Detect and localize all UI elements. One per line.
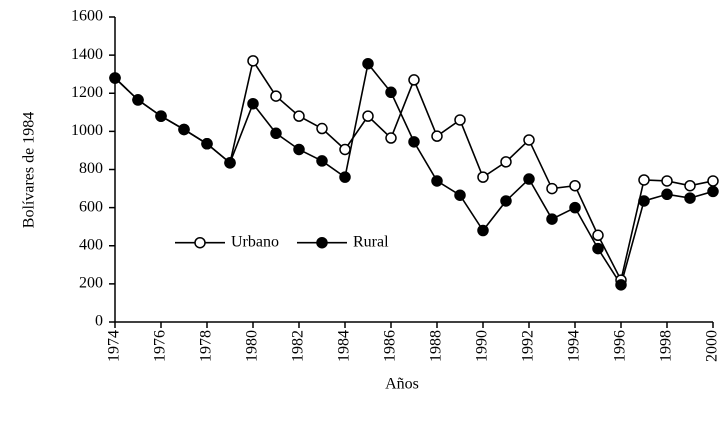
point <box>454 114 466 126</box>
point <box>385 86 397 99</box>
y-tick-label: 1400 <box>71 46 103 63</box>
point <box>546 182 558 195</box>
point <box>500 195 512 207</box>
point <box>385 132 397 144</box>
x-tick-label: 1994 <box>566 330 583 362</box>
y-tick-label: 1600 <box>71 8 103 25</box>
y-tick-label: 600 <box>79 198 103 215</box>
point <box>569 201 581 214</box>
point <box>661 175 673 187</box>
x-axis-label: Años <box>385 376 419 393</box>
point <box>569 179 581 192</box>
point <box>684 192 696 204</box>
point <box>270 90 282 102</box>
point <box>477 171 489 183</box>
point <box>293 143 305 156</box>
y-tick-label: 0 <box>95 313 103 330</box>
point <box>546 213 558 225</box>
point <box>155 110 167 122</box>
point <box>431 175 443 187</box>
point <box>408 136 420 148</box>
point <box>477 224 489 237</box>
point <box>109 72 121 84</box>
point <box>592 229 604 242</box>
point <box>247 55 259 67</box>
point <box>201 138 213 150</box>
x-tick-label: 1990 <box>474 330 491 362</box>
point <box>684 179 696 192</box>
point <box>316 122 328 135</box>
legend-label: Rural <box>353 233 389 250</box>
point <box>500 156 512 168</box>
x-tick-label: 1988 <box>428 330 445 362</box>
point <box>454 189 466 201</box>
point <box>247 97 259 110</box>
point <box>339 171 351 183</box>
point <box>523 173 535 185</box>
point <box>638 174 650 186</box>
point <box>707 175 719 187</box>
y-tick-label: 1200 <box>71 84 103 101</box>
y-tick-label: 400 <box>79 236 103 253</box>
x-tick-label: 1976 <box>152 330 169 362</box>
x-tick-label: 1980 <box>244 330 261 362</box>
point <box>224 157 236 169</box>
x-tick-label: 1974 <box>106 330 123 362</box>
series-line <box>114 61 714 287</box>
point <box>661 188 673 201</box>
x-tick-label: 1992 <box>520 330 537 362</box>
point <box>592 242 604 255</box>
x-tick-label: 1998 <box>658 330 675 362</box>
point <box>293 110 305 122</box>
legend-label: Urbano <box>231 233 279 250</box>
point <box>638 195 650 207</box>
y-axis-label: Bolívares de 1984 <box>21 112 38 228</box>
point <box>362 110 374 122</box>
point <box>707 185 719 198</box>
point <box>178 123 190 136</box>
series-line <box>114 58 714 283</box>
x-tick-label: 1986 <box>382 330 399 362</box>
point <box>408 74 420 86</box>
y-tick-label: 800 <box>79 160 103 177</box>
point <box>362 57 374 70</box>
point <box>339 143 351 156</box>
x-tick-label: 1984 <box>336 330 353 362</box>
point <box>316 155 328 167</box>
y-tick-label: 200 <box>79 275 103 292</box>
legend-marker <box>316 236 328 249</box>
x-tick-label: 2000 <box>704 330 720 362</box>
point <box>615 279 627 291</box>
x-tick-label: 1982 <box>290 330 307 362</box>
x-tick-label: 1996 <box>612 330 629 362</box>
point <box>270 127 282 140</box>
point <box>431 130 443 142</box>
point <box>523 134 535 146</box>
x-tick-label: 1978 <box>198 330 215 362</box>
point <box>132 94 144 106</box>
legend-marker <box>194 236 206 249</box>
y-tick-label: 1000 <box>71 122 103 139</box>
